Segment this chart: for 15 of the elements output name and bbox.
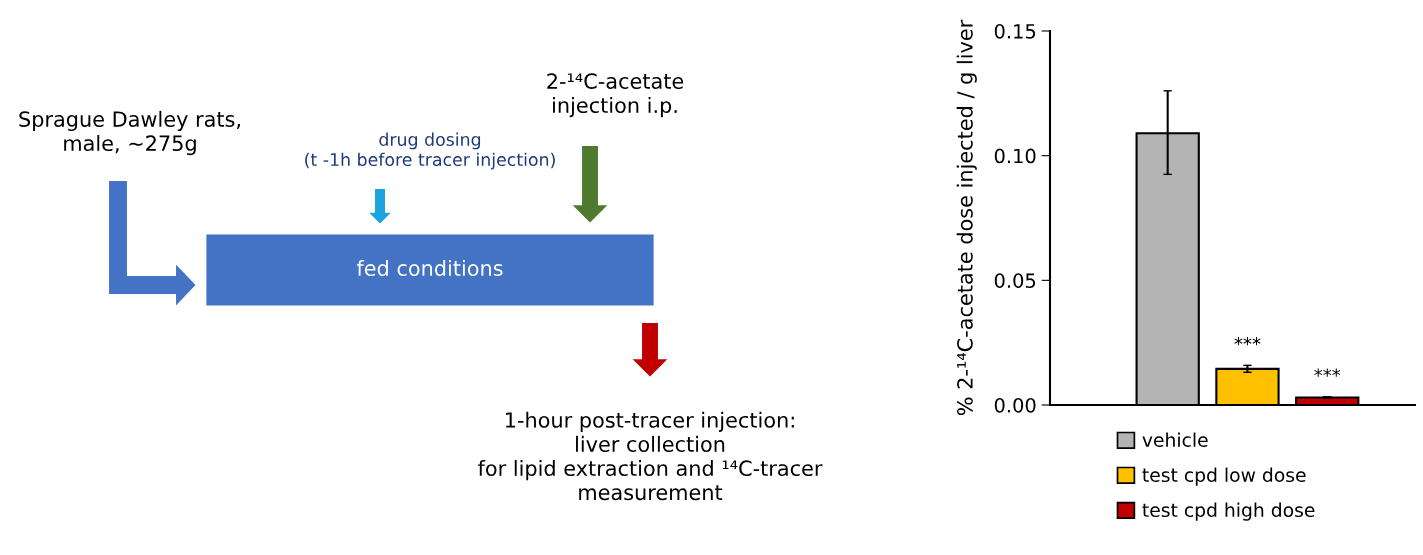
y-tick-label: 0.00 bbox=[994, 397, 1036, 413]
y-axis-title: % 2-¹⁴C-acetate dose injected / g liver bbox=[956, 19, 977, 416]
text: fed conditions bbox=[356, 259, 503, 277]
text: 1-hour post-tracer injection: liver collection for lipid extraction and ¹⁴C-tracer measurement bbox=[478, 411, 823, 501]
legend-label: test cpd high dose bbox=[1142, 502, 1315, 521]
data-label: *** bbox=[1314, 368, 1341, 377]
y-tick-label: 0.15 bbox=[994, 23, 1036, 39]
text: 2-¹⁴C-acetate injection i.p. bbox=[547, 73, 684, 118]
y-tick-label: 0.05 bbox=[994, 273, 1036, 288]
data-label: *** bbox=[1234, 336, 1261, 346]
legend-label: vehicle bbox=[1142, 432, 1208, 448]
legend-label: test cpd low dose bbox=[1142, 467, 1306, 486]
text: drug dosing (t -1h before tracer injection) bbox=[305, 132, 555, 170]
text: Sprague Dawley rats, male, ~275g bbox=[19, 110, 240, 156]
y-tick-label: 0.10 bbox=[994, 148, 1036, 164]
